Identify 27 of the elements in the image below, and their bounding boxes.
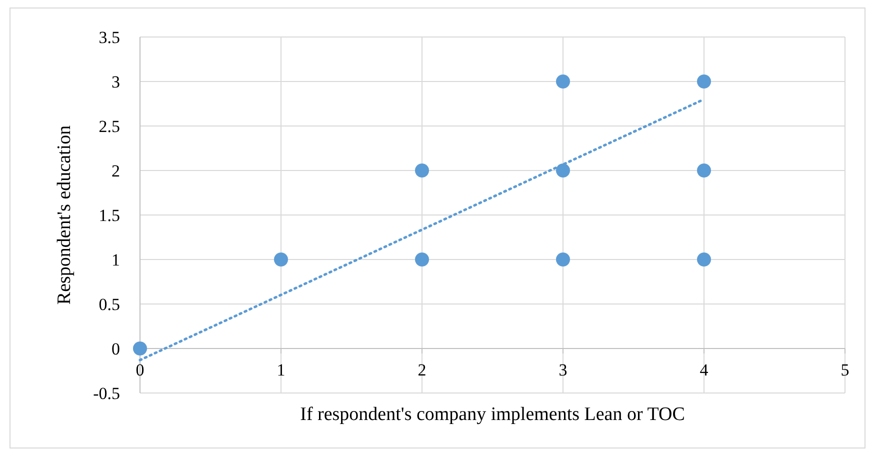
point — [415, 252, 429, 266]
y-axis-title: Respondent's education — [54, 124, 75, 305]
y-tick-label: 0 — [112, 340, 120, 358]
point — [556, 164, 570, 178]
y-tick-label: -0.5 — [93, 384, 120, 403]
point — [697, 164, 711, 178]
y-tick-label: 1 — [112, 250, 120, 270]
x-tick-label: 3 — [558, 360, 568, 380]
y-tick-label: 3 — [112, 72, 120, 92]
point — [274, 252, 288, 266]
y-tick-label: 0.5 — [98, 295, 120, 314]
y-tick-label: 3.5 — [98, 28, 120, 47]
point — [697, 74, 711, 88]
x-tick-label: 5 — [840, 360, 850, 380]
x-axis-title: If respondent's company implements Lean or TOC — [300, 404, 685, 425]
point — [133, 342, 147, 356]
x-tick-label: 0 — [136, 360, 144, 380]
point — [556, 74, 570, 88]
point — [415, 164, 429, 178]
x-tick-label: 2 — [418, 360, 426, 380]
y-tick-label: 2 — [112, 162, 120, 180]
point — [697, 252, 711, 266]
x-tick-label: 1 — [276, 360, 286, 380]
point — [556, 252, 570, 266]
y-tick-label: 2.5 — [98, 117, 120, 136]
x-tick-label: 4 — [700, 360, 709, 380]
y-tick-label: 1.5 — [98, 206, 120, 225]
